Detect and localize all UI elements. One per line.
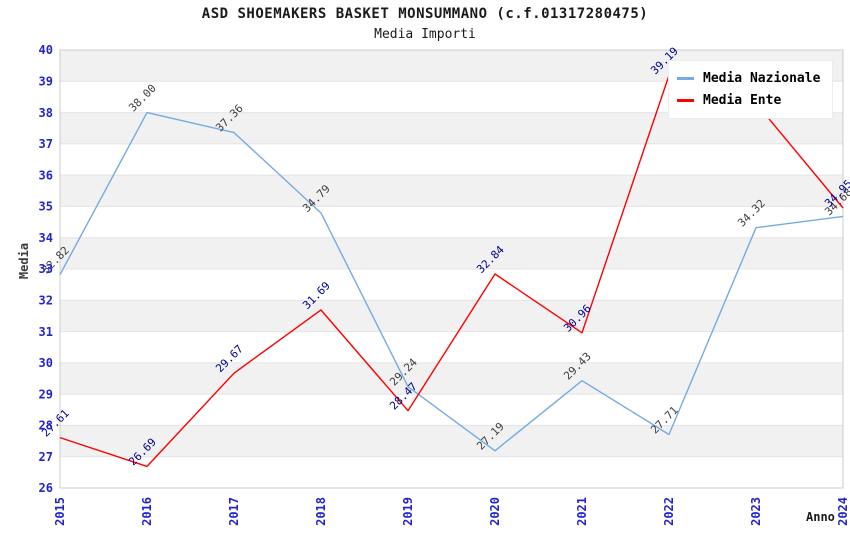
grid-band — [60, 362, 843, 395]
chart-title: ASD SHOEMAKERS BASKET MONSUMMANO (c.f.01… — [201, 6, 649, 22]
x-tick-label: 2018 — [314, 497, 328, 526]
legend-label: Media Nazionale — [703, 71, 821, 86]
y-tick-label: 33 — [39, 262, 53, 276]
y-tick-label: 34 — [39, 231, 53, 245]
y-tick-label: 32 — [39, 293, 53, 307]
y-tick-label: 27 — [39, 450, 53, 464]
y-tick-label: 31 — [39, 325, 53, 339]
grid-band — [60, 237, 843, 269]
legend: Media Nazionale Media Ente — [668, 60, 834, 119]
grid-band — [60, 425, 843, 457]
x-tick-label: 2017 — [227, 497, 241, 526]
legend-label: Media Ente — [703, 93, 782, 108]
legend-line-swatch-ente — [677, 99, 694, 102]
y-tick-label: 26 — [39, 481, 53, 495]
x-tick-label: 2022 — [662, 497, 676, 526]
legend-item-media-nazionale: Media Nazionale — [677, 71, 820, 86]
y-tick-label: 28 — [39, 419, 53, 433]
y-tick-label: 38 — [39, 106, 53, 120]
y-tick-label: 29 — [39, 387, 53, 401]
chart-subtitle: Media Importi — [374, 27, 476, 42]
x-tick-label: 2023 — [749, 497, 763, 526]
x-tick-label: 2019 — [401, 497, 415, 526]
x-tick-label: 2020 — [488, 497, 502, 526]
grid-band — [60, 175, 843, 207]
y-tick-label: 30 — [39, 356, 53, 370]
y-tick-label: 37 — [39, 137, 53, 151]
y-tick-label: 39 — [39, 74, 53, 88]
y-tick-label: 35 — [39, 200, 53, 214]
series-line-media-nazionale — [59, 111, 844, 452]
x-tick-label: 2015 — [53, 497, 67, 526]
x-axis-title: Anno — [806, 510, 835, 524]
y-tick-label: 40 — [39, 43, 53, 57]
y-axis-title: Media — [17, 242, 32, 280]
x-tick-label: 2021 — [575, 497, 589, 526]
x-tick-label: 2016 — [140, 497, 154, 526]
legend-item-media-ente: Media Ente — [677, 93, 820, 108]
legend-line-swatch-nazionale — [677, 77, 694, 80]
plot-border — [59, 49, 844, 489]
x-tick-label: 2024 — [836, 497, 850, 526]
y-tick-label: 36 — [39, 168, 53, 182]
data-point-label: 38.00 — [126, 82, 159, 115]
grid-band — [60, 300, 843, 332]
